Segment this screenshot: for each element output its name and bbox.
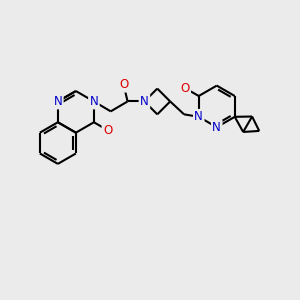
- Text: N: N: [140, 95, 149, 108]
- Text: O: O: [103, 124, 112, 137]
- Text: N: N: [89, 95, 98, 108]
- Text: N: N: [194, 110, 203, 123]
- Text: N: N: [212, 121, 221, 134]
- Text: N: N: [53, 95, 62, 108]
- Text: O: O: [180, 82, 190, 94]
- Text: O: O: [119, 78, 128, 91]
